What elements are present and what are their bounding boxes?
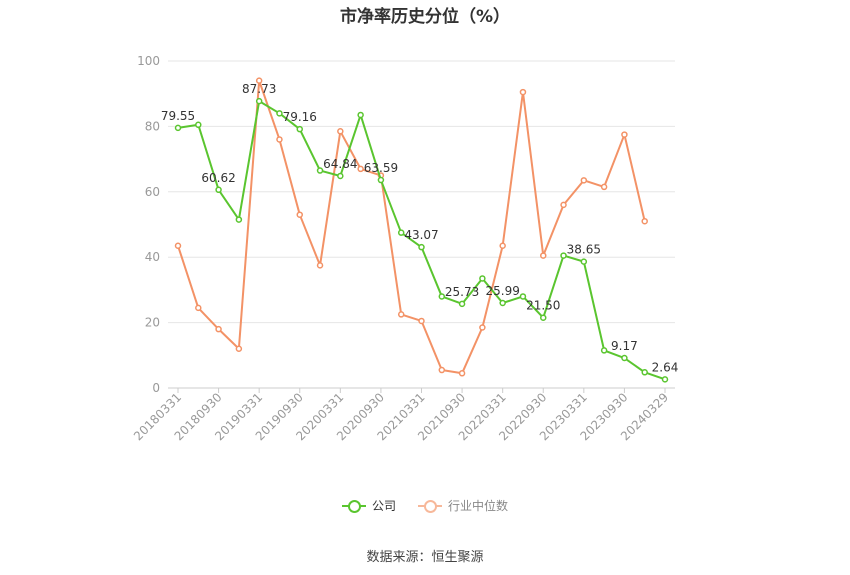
data-label: 43.07 [404,228,438,242]
data-point [195,304,202,312]
data-point [479,324,486,331]
data-point [357,111,364,119]
legend-marker-company [341,499,366,513]
chart-title: 市净率历史分位（%） [339,7,511,27]
data-point [255,97,263,105]
data-point [296,125,303,133]
data-label: 2.64 [652,360,679,374]
data-point [499,299,506,307]
data-label: 79.55 [161,109,195,123]
data-point [641,369,648,376]
y-tick-label: 80 [145,119,160,133]
data-point [215,186,222,194]
data-point [479,275,486,282]
y-tick-label: 20 [145,316,160,330]
data-point [519,88,527,96]
data-point [195,121,202,129]
data-point [418,317,425,325]
data-label: 9.17 [611,339,638,353]
data-label: 60.62 [201,171,235,185]
data-point [357,165,364,173]
data-point [661,376,669,383]
data-point [296,211,303,218]
data-point [540,252,547,259]
y-tick-label: 60 [145,185,160,199]
data-point [641,217,648,225]
data-point [215,325,222,333]
data-point [235,216,243,223]
source-note: 数据来源：恒生聚源 [366,550,484,565]
data-point [438,366,446,374]
data-point [418,243,425,251]
data-point [580,258,588,265]
data-point [174,242,182,250]
data-label: 64.84 [323,157,357,171]
data-label: 25.73 [445,285,479,299]
data-point [397,311,405,318]
legend-marker-industry-median [418,499,442,513]
data-label: 63.59 [364,161,398,175]
data-point [499,242,506,250]
data-point [621,354,628,362]
legend-label-industry-median: 行业中位数 [448,499,509,513]
data-point [276,110,283,117]
data-point [438,293,446,300]
data-label: 79.16 [283,110,317,124]
y-tick-label: 0 [152,381,160,395]
data-point [458,300,466,308]
data-point [600,183,608,191]
data-point [560,252,567,259]
data-label: 25.99 [485,284,519,298]
data-point [235,345,243,353]
data-point [174,124,182,132]
data-point [276,136,283,143]
data-point [540,314,547,321]
data-point [458,370,466,377]
data-point [519,293,527,300]
data-label: 38.65 [567,243,601,257]
y-tick-label: 100 [137,54,160,68]
data-point [600,347,608,354]
y-tick-label: 40 [145,250,160,264]
legend-item-company[interactable]: 公司 [341,497,396,514]
data-label: 87.73 [242,82,276,96]
data-point [255,77,263,84]
data-point [337,128,344,135]
data-point [377,176,385,184]
data-point [316,167,324,174]
data-point [621,131,628,138]
legend-item-industry-median[interactable]: 行业中位数 [418,497,508,514]
data-point [560,201,567,209]
data-point [397,229,405,236]
data-point [337,172,344,180]
legend-label-company: 公司 [371,499,396,513]
data-point [316,262,324,269]
legend: 公司 行业中位数 [0,497,850,514]
series-line-industry-median [177,79,646,375]
data-point [580,177,588,184]
data-label: 21.50 [526,299,560,313]
